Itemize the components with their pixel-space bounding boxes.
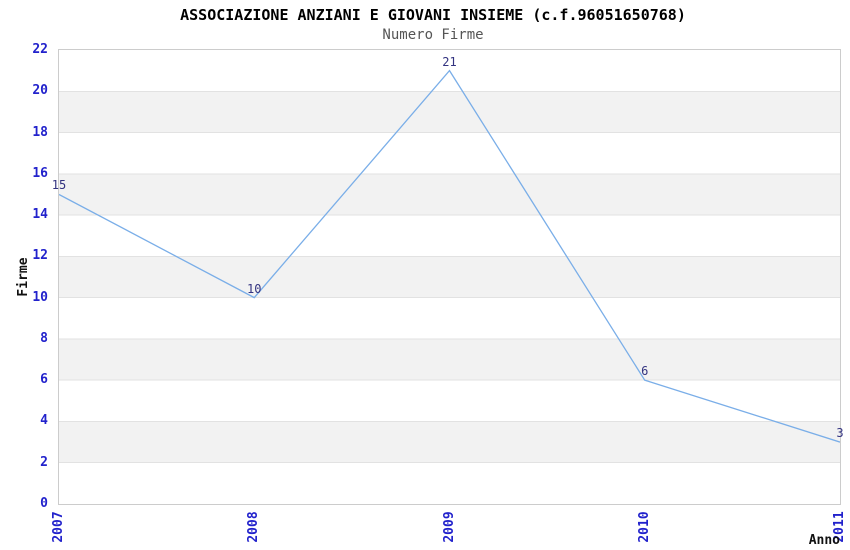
series-line [59,69,840,443]
x-tick-label: 2008 [246,511,262,543]
point-value-label: 6 [641,364,649,379]
x-tick-label: 2007 [51,511,66,543]
line-series-svg [59,69,840,464]
y-tick-label: 4 [40,413,48,429]
grid-band [59,421,840,463]
point-value-label: 10 [247,281,262,296]
y-tick-label: 18 [32,124,48,140]
y-tick-label: 6 [40,372,48,388]
grid-band [59,173,840,216]
y-tick-label: 16 [32,165,48,181]
y-tick-label: 2 [40,454,48,470]
y-tick-label: 14 [32,207,48,223]
grid-band [59,91,840,133]
y-tick-label: 0 [40,496,48,511]
plot-area [58,49,841,505]
point-value-label: 3 [836,426,844,441]
y-tick-label: 20 [32,83,48,99]
x-tick-label: 2010 [636,511,652,543]
y-axis-title: Firme [16,257,31,297]
y-tick-label: 12 [32,248,48,264]
point-value-label: 21 [442,54,457,69]
y-tick-label: 22 [32,42,48,57]
grid-band [59,338,840,381]
chart-title: ASSOCIAZIONE ANZIANI E GIOVANI INSIEME (… [180,6,686,24]
y-tick-label: 10 [32,289,48,305]
y-tick-label: 8 [40,330,48,346]
point-value-label: 15 [51,178,67,193]
chart-subtitle: Numero Firme [382,27,484,43]
grid-band [59,256,840,298]
x-axis-title: Anno [808,533,840,548]
x-tick-label: 2009 [441,511,457,543]
